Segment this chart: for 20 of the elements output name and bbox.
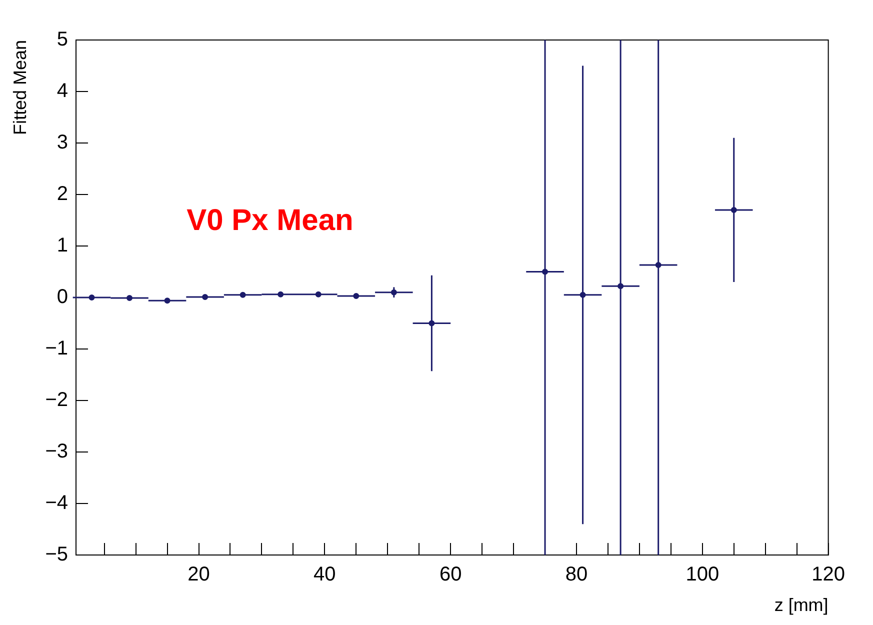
- x-tick-label: 100: [686, 564, 720, 586]
- y-tick-label: 0: [56, 286, 68, 308]
- y-tick-label: −5: [45, 544, 68, 566]
- y-tick-label: 1: [56, 234, 68, 257]
- y-tick-label: 2: [56, 183, 68, 206]
- x-tick-label: 80: [565, 564, 588, 586]
- y-axis-title: Fitted Mean: [10, 40, 30, 136]
- y-tick-label: 4: [56, 80, 68, 102]
- y-tick-label: 5: [56, 28, 68, 51]
- x-tick-label: 20: [188, 564, 210, 586]
- y-tick-label: −1: [45, 338, 68, 360]
- annotation: V0 Px Mean: [186, 204, 354, 238]
- x-tick-label: 60: [439, 564, 462, 586]
- y-tick-label: −4: [45, 492, 68, 514]
- x-tick-label: 120: [812, 564, 846, 586]
- x-tick-label: 40: [314, 564, 336, 586]
- y-tick-label: −2: [45, 389, 68, 412]
- y-tick-label: −3: [45, 440, 68, 463]
- x-axis-title: z [mm]: [774, 595, 828, 616]
- y-tick-label: 3: [56, 132, 68, 154]
